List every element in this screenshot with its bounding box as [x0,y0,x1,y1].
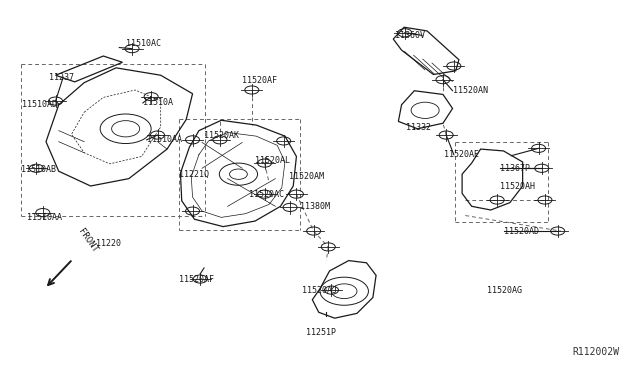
Text: 11510AA: 11510AA [27,213,62,222]
Text: 11520AK: 11520AK [204,131,239,140]
Text: 11510A: 11510A [143,99,173,108]
Text: 11520AH: 11520AH [500,182,534,191]
Text: 11520AC: 11520AC [248,190,284,199]
Text: 11520AJ: 11520AJ [302,286,337,295]
Text: 11332: 11332 [406,123,431,132]
Text: 11520AE: 11520AE [444,150,479,159]
Text: R112002W: R112002W [573,347,620,357]
Text: 11251P: 11251P [306,328,336,337]
Text: 11360V: 11360V [395,31,425,40]
Text: 11237: 11237 [49,73,74,81]
Text: 11221Q: 11221Q [179,170,209,179]
Text: 11520AL: 11520AL [255,156,290,166]
Text: 11520AF: 11520AF [243,76,277,85]
Text: 11520AD: 11520AD [504,227,538,235]
Text: FRONT: FRONT [77,227,99,254]
Text: 11520AM: 11520AM [289,172,324,181]
Text: 11510AB: 11510AB [20,165,56,174]
Text: 11367P: 11367P [500,164,530,173]
Text: 11520AF: 11520AF [179,275,214,283]
Text: 11380M: 11380M [300,202,330,211]
Text: 11510AC: 11510AC [125,39,161,48]
Text: 11510AA: 11510AA [147,135,182,144]
Text: 11510AD: 11510AD [22,100,57,109]
Text: 11220: 11220 [96,239,121,248]
Text: 11520AG: 11520AG [487,286,522,295]
Text: 11520AN: 11520AN [452,86,488,95]
